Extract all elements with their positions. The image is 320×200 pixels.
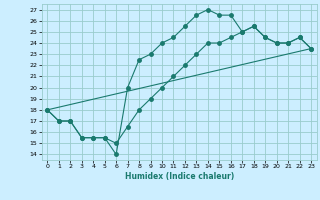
X-axis label: Humidex (Indice chaleur): Humidex (Indice chaleur) [124,172,234,181]
